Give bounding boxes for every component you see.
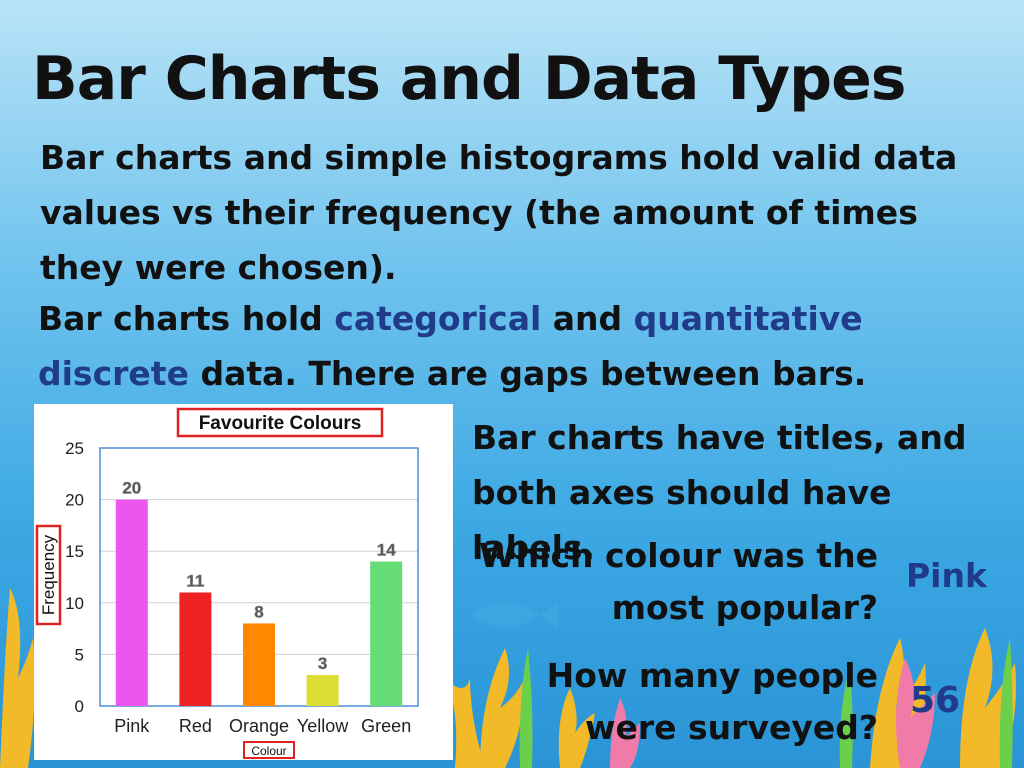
bar bbox=[306, 675, 339, 706]
question-most-popular: Which colour was the most popular? bbox=[479, 536, 878, 627]
y-tick-label: 20 bbox=[65, 491, 84, 510]
bar bbox=[179, 592, 212, 706]
bar-chart: 0 5 10 15 20 25 20 Pink 11 Red 8 Orange 3 Yellow 14 Gre… bbox=[34, 404, 453, 760]
y-axis-label-box bbox=[35, 524, 62, 626]
x-axis-label-box bbox=[243, 741, 295, 759]
data-label: 11 bbox=[186, 571, 204, 590]
bar bbox=[115, 499, 148, 706]
y-tick-label: 15 bbox=[65, 542, 84, 561]
x-tick-label: Pink bbox=[114, 716, 150, 736]
y-tick-label: 0 bbox=[75, 697, 84, 716]
categorical-term: categorical bbox=[334, 299, 542, 338]
x-axis-label: Colour bbox=[251, 744, 286, 758]
y-tick-label: 5 bbox=[75, 645, 84, 664]
answer-most-popular: Pink bbox=[906, 556, 987, 595]
bar-chart-svg: 0 5 10 15 20 25 20 Pink 11 Red 8 Orange 3 Yellow 14 Gre… bbox=[35, 407, 419, 759]
titles-note: Bar charts have titles, and both axes sh… bbox=[472, 418, 967, 567]
bar bbox=[370, 561, 403, 706]
quantitative-term: quantitative discrete bbox=[38, 299, 863, 393]
x-tick-label: Orange bbox=[229, 716, 289, 736]
y-tick-label: 25 bbox=[65, 439, 84, 458]
chart-title: Favourite Colours bbox=[199, 413, 362, 434]
x-tick-label: Red bbox=[179, 716, 212, 736]
para2-text-c: data. There are gaps between bars. bbox=[188, 354, 867, 393]
data-label: 3 bbox=[318, 654, 327, 673]
para2-text-b: and bbox=[541, 299, 634, 338]
answer-surveyed: 56 bbox=[910, 680, 961, 721]
data-label: 20 bbox=[122, 479, 141, 498]
x-tick-label: Yellow bbox=[297, 716, 349, 736]
data-label: 8 bbox=[254, 602, 263, 621]
data-types-paragraph: Bar charts hold categorical and quantita… bbox=[38, 291, 1018, 401]
bar bbox=[243, 623, 275, 706]
x-tick-label: Green bbox=[361, 716, 411, 736]
chart-title-box bbox=[176, 407, 384, 438]
data-label: 14 bbox=[377, 541, 396, 560]
y-tick-label: 10 bbox=[65, 594, 84, 613]
y-axis-label: Frequency bbox=[39, 534, 58, 615]
intro-paragraph: Bar charts and simple histograms hold va… bbox=[40, 138, 958, 287]
para2-text-a: Bar charts hold bbox=[38, 299, 335, 338]
slide-title: Bar Charts and Data Types bbox=[32, 44, 906, 114]
question-surveyed: How many people were surveyed? bbox=[546, 656, 878, 747]
